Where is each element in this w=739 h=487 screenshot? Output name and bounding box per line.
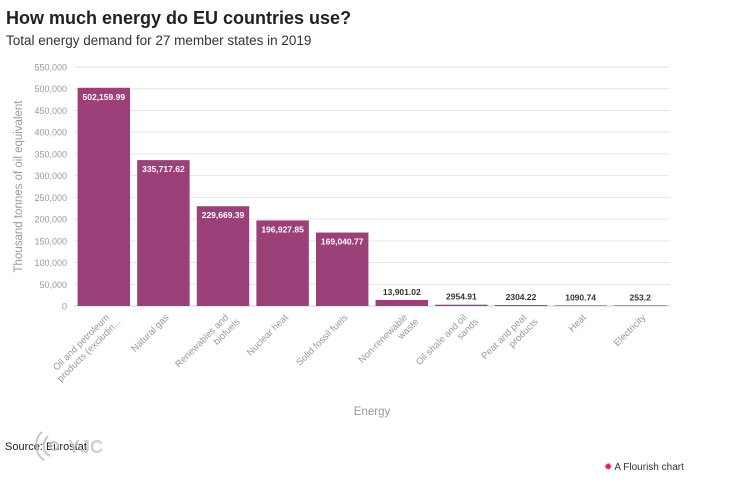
x-tick-label: Heat (567, 312, 589, 334)
flourish-credit-link[interactable]: ✹ A Flourish chart (604, 462, 684, 473)
bar (613, 305, 667, 306)
chart-title: How much energy do EU countries use? (6, 8, 352, 28)
bar (435, 304, 488, 306)
flourish-credit-text: A Flourish chart (614, 462, 684, 473)
bar (77, 87, 131, 306)
chart-subtitle: Total energy demand for 27 member states… (6, 33, 312, 48)
y-tick-label: 300,000 (34, 171, 67, 181)
bar-value-label: 335,717.62 (142, 164, 185, 174)
flourish-star-icon: ✹ (604, 462, 613, 473)
x-tick-label: Oil shale and oilsands (414, 309, 481, 376)
y-tick-label: 350,000 (34, 149, 67, 159)
y-axis-title: Thousand tonnes of oil equivalent (13, 100, 25, 273)
bar (256, 220, 309, 306)
bar-value-label: 196,927.85 (261, 224, 304, 234)
x-axis-title: Energy (354, 406, 391, 418)
y-tick-label: 500,000 (34, 84, 67, 94)
y-tick-label: 250,000 (34, 193, 67, 203)
svg-text:YJC: YJC (68, 437, 103, 457)
bar (554, 305, 607, 306)
bar-value-label: 13,901.02 (383, 287, 421, 297)
x-tick-label: Non-renewablewaste (357, 309, 422, 374)
yjc-watermark-logo: YJC (35, 431, 103, 461)
bar-value-label: 2304.22 (506, 292, 537, 302)
y-tick-label: 550,000 (34, 63, 67, 73)
y-tick-label: 400,000 (34, 128, 67, 138)
source-note: Source: Eurostat (5, 441, 87, 453)
x-tick-label: Renewables andbiofuels (173, 309, 242, 378)
y-tick-label: 50,000 (39, 280, 67, 290)
bar (315, 232, 369, 306)
bar-value-label: 229,669.39 (202, 210, 245, 220)
y-tick-label: 150,000 (34, 236, 67, 246)
x-tick-label: Solid fossil fuels (294, 312, 350, 368)
bar (137, 160, 190, 306)
bar (494, 304, 548, 306)
y-tick-label: 200,000 (34, 215, 67, 225)
bar (375, 299, 429, 306)
y-tick-label: 100,000 (34, 258, 67, 268)
bar-value-label: 502,159.99 (83, 92, 126, 102)
x-tick-label: Nuclear heat (245, 312, 291, 358)
bar-value-label: 169,040.77 (321, 237, 364, 247)
bar-value-label: 253.2 (630, 292, 652, 302)
bar-value-label: 2954.91 (446, 292, 477, 302)
y-tick-label: 450,000 (34, 106, 67, 116)
bar (196, 206, 250, 306)
x-tick-label: Peat and peatproducts (480, 309, 541, 370)
x-tick-label: Electricity (612, 312, 649, 349)
x-tick-label: Natural gas (129, 312, 171, 354)
bar-value-label: 1090.74 (565, 292, 596, 302)
y-tick-label: 0 (62, 302, 67, 312)
x-tick-label: Oil and petroleumproducts (excludin... (48, 309, 124, 385)
